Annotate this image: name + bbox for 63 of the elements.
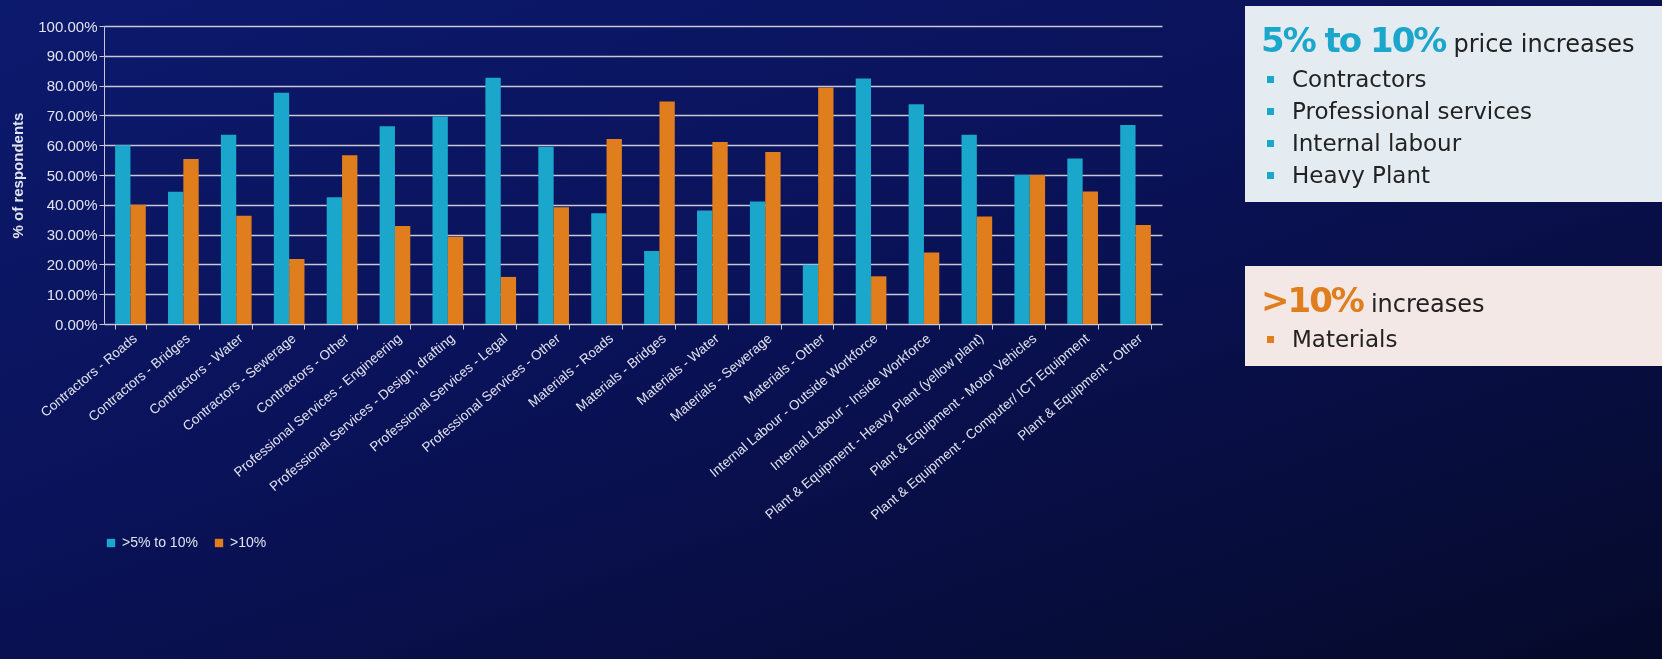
y-tick-label: 0.00% <box>54 315 98 333</box>
bar <box>394 225 411 324</box>
text: Materials <box>1292 326 1398 352</box>
text: Professional services <box>1292 98 1532 124</box>
bar <box>712 141 728 324</box>
y-tick-label: 60.00% <box>46 136 98 154</box>
y-tick-label: 80.00% <box>46 77 98 95</box>
bar <box>447 236 464 324</box>
bar <box>379 126 395 324</box>
text: Internal labour <box>1292 130 1462 156</box>
bar <box>802 264 819 324</box>
bar <box>871 276 887 324</box>
y-axis-title: % of respondents <box>9 112 27 239</box>
bar <box>538 146 554 324</box>
bar <box>591 213 607 324</box>
y-tick-label: 100.00% <box>38 17 98 35</box>
y-tick-label: 90.00% <box>46 47 98 65</box>
bar <box>659 101 675 324</box>
bar <box>923 252 940 324</box>
bar <box>115 145 131 324</box>
bar <box>342 155 358 324</box>
bar <box>855 78 872 324</box>
bar <box>130 204 146 324</box>
bar <box>553 207 569 324</box>
bar <box>485 77 501 324</box>
y-tick-label: 20.00% <box>46 255 98 273</box>
y-tick-label: 70.00% <box>46 106 98 124</box>
bar <box>500 276 517 324</box>
text: Contractors <box>1292 66 1427 92</box>
text: >10% <box>1261 280 1363 320</box>
bar <box>1014 175 1030 324</box>
legend-label: >10% <box>230 534 267 550</box>
bar <box>908 104 924 324</box>
bar <box>432 116 448 324</box>
y-tick-label: 10.00% <box>46 285 98 303</box>
bar <box>697 210 713 324</box>
bar <box>220 134 237 324</box>
bar <box>749 201 766 324</box>
bar <box>1120 124 1136 324</box>
text: 5% to 10% <box>1261 20 1446 60</box>
y-tick-label: 30.00% <box>46 226 98 244</box>
bar <box>1067 158 1083 324</box>
bar <box>273 92 290 324</box>
text: price increases <box>1453 30 1635 58</box>
text: Heavy Plant <box>1292 162 1431 188</box>
bar <box>976 216 993 324</box>
bar <box>1082 191 1098 324</box>
bar <box>289 259 305 324</box>
bar <box>183 158 199 324</box>
bar <box>1135 225 1151 324</box>
legend-label: >5% to 10% <box>122 534 198 550</box>
bar <box>818 87 834 324</box>
bar <box>644 250 660 324</box>
bar <box>236 215 252 324</box>
bar <box>326 197 343 324</box>
y-tick-label: 50.00% <box>46 166 98 184</box>
bar <box>606 138 622 324</box>
bar <box>1029 175 1046 324</box>
text: increases <box>1370 290 1485 318</box>
bar <box>168 191 184 324</box>
bar <box>961 134 977 324</box>
y-tick-label: 40.00% <box>46 196 98 214</box>
bar <box>765 152 781 324</box>
